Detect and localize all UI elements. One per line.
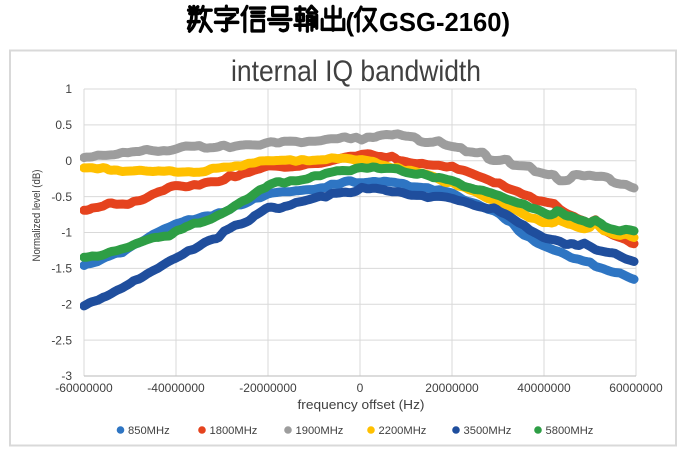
svg-text:60000000: 60000000 bbox=[609, 381, 663, 395]
svg-text:(: ( bbox=[346, 7, 355, 37]
svg-text:1900MHz: 1900MHz bbox=[296, 425, 344, 437]
svg-text:20000000: 20000000 bbox=[425, 381, 479, 395]
svg-text:-60000000: -60000000 bbox=[55, 381, 113, 395]
svg-text:-3: -3 bbox=[61, 369, 72, 383]
svg-text:0.5: 0.5 bbox=[55, 118, 72, 132]
svg-text:-40000000: -40000000 bbox=[147, 381, 205, 395]
svg-text:-1.5: -1.5 bbox=[51, 262, 72, 276]
svg-text:3500MHz: 3500MHz bbox=[464, 425, 512, 437]
svg-text:Normalized level (dB): Normalized level (dB) bbox=[31, 170, 43, 262]
svg-text:5800MHz: 5800MHz bbox=[546, 425, 594, 437]
svg-text:internal IQ bandwidth: internal IQ bandwidth bbox=[231, 55, 481, 88]
svg-text:850MHz: 850MHz bbox=[128, 425, 170, 437]
svg-text:0: 0 bbox=[357, 381, 364, 395]
svg-text:-1: -1 bbox=[61, 226, 72, 240]
svg-text:2200MHz: 2200MHz bbox=[379, 425, 427, 437]
svg-text:frequency offset (Hz): frequency offset (Hz) bbox=[298, 397, 425, 412]
svg-text:GSG-2160): GSG-2160) bbox=[379, 7, 510, 37]
svg-text:1: 1 bbox=[65, 82, 72, 96]
svg-text:-2.5: -2.5 bbox=[51, 333, 72, 347]
svg-text:-20000000: -20000000 bbox=[239, 381, 297, 395]
svg-text:40000000: 40000000 bbox=[517, 381, 571, 395]
svg-text:-2: -2 bbox=[61, 297, 72, 311]
svg-text:-0.5: -0.5 bbox=[51, 190, 72, 204]
svg-text:1800MHz: 1800MHz bbox=[210, 425, 258, 437]
svg-text:0: 0 bbox=[65, 154, 72, 168]
